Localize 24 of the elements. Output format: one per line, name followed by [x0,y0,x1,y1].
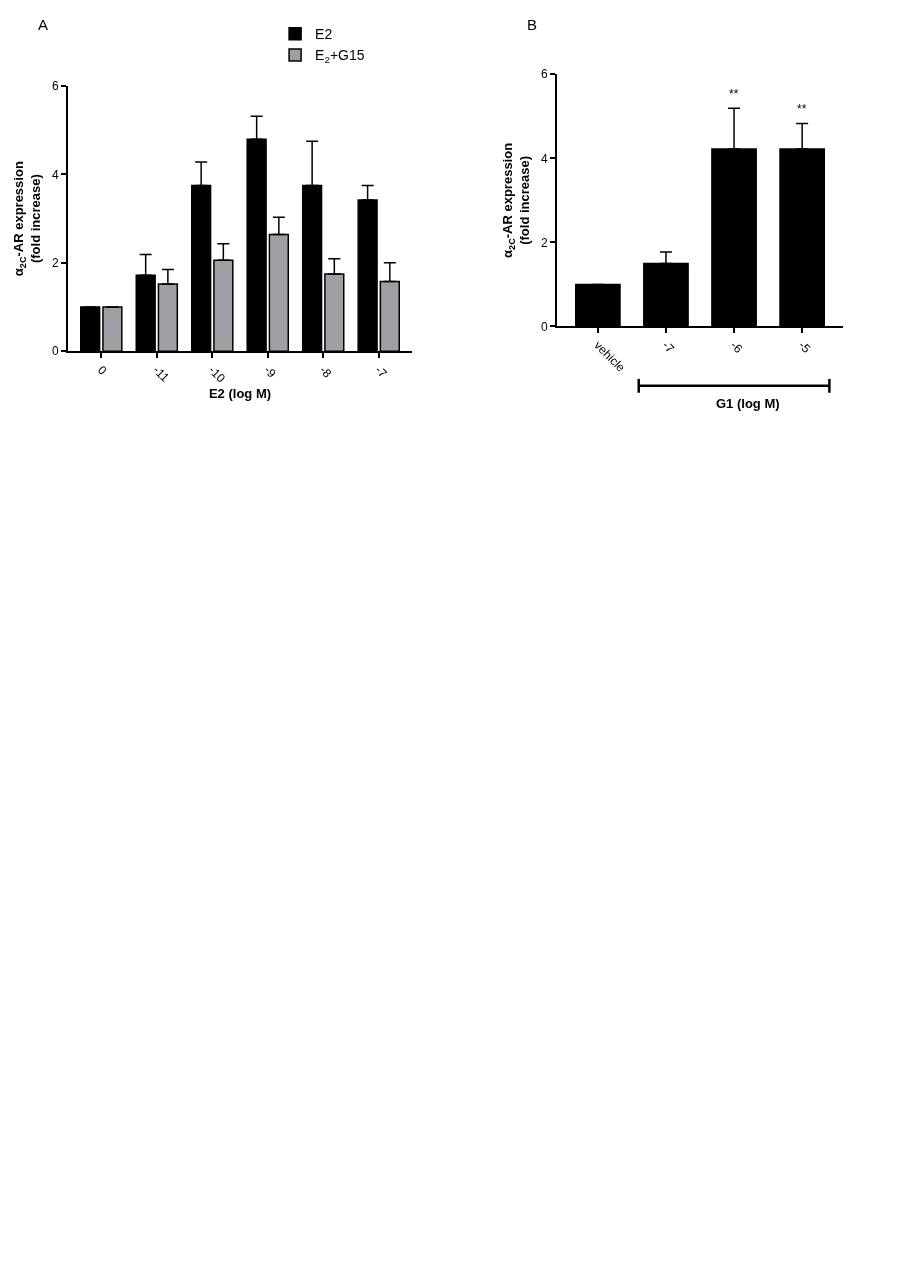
chart-title: A [38,16,49,33]
annotation: ** [729,87,739,101]
legend-label: E$_{2}$+G15 [315,47,365,66]
chart-title: B [527,16,538,33]
x-tick-label: -10 [205,363,229,386]
x-tick-label: 0 [94,363,110,378]
x-tick-label: -9 [261,363,280,381]
x-tick-label: -6 [727,338,746,357]
x-tick-label: -7 [372,363,391,381]
x-axis-title: E2 (log M) [208,385,272,401]
y-tick-label: 4 [540,151,548,166]
y-tick-label: 6 [540,67,548,82]
y-tick-label: 6 [51,79,59,94]
x-tick-label: -5 [795,338,814,357]
legend-label: E2 [315,26,333,43]
x-tick-label: -7 [659,338,678,357]
y-tick-label: 4 [51,167,59,182]
x-axis-title: G1 (log M) [716,396,780,411]
y-tick-label: 0 [540,319,548,334]
annotation: ** [797,102,807,116]
x-tick-label: -11 [150,363,173,385]
y-tick-label: 2 [51,256,59,271]
y-tick-label: 2 [540,235,548,250]
x-tick-label: -8 [316,363,335,381]
